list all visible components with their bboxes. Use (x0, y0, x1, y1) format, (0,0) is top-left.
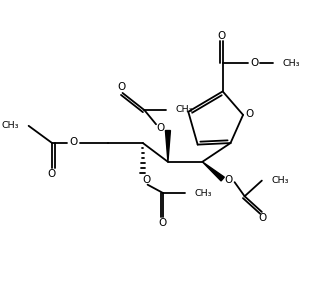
Text: O: O (250, 58, 258, 67)
Text: CH₃: CH₃ (282, 59, 300, 68)
Text: O: O (225, 175, 233, 185)
Polygon shape (202, 162, 224, 181)
Text: CH₃: CH₃ (194, 188, 212, 198)
Text: O: O (69, 137, 78, 148)
Text: O: O (142, 175, 150, 185)
Text: O: O (258, 213, 267, 223)
Text: O: O (158, 218, 167, 228)
Text: CH₃: CH₃ (2, 121, 19, 130)
Text: CH₃: CH₃ (176, 105, 193, 114)
Text: O: O (246, 109, 254, 119)
Text: O: O (217, 31, 225, 41)
Polygon shape (166, 131, 170, 162)
Text: O: O (156, 123, 164, 133)
Text: O: O (47, 169, 56, 179)
Text: O: O (118, 82, 126, 92)
Text: CH₃: CH₃ (271, 176, 289, 185)
